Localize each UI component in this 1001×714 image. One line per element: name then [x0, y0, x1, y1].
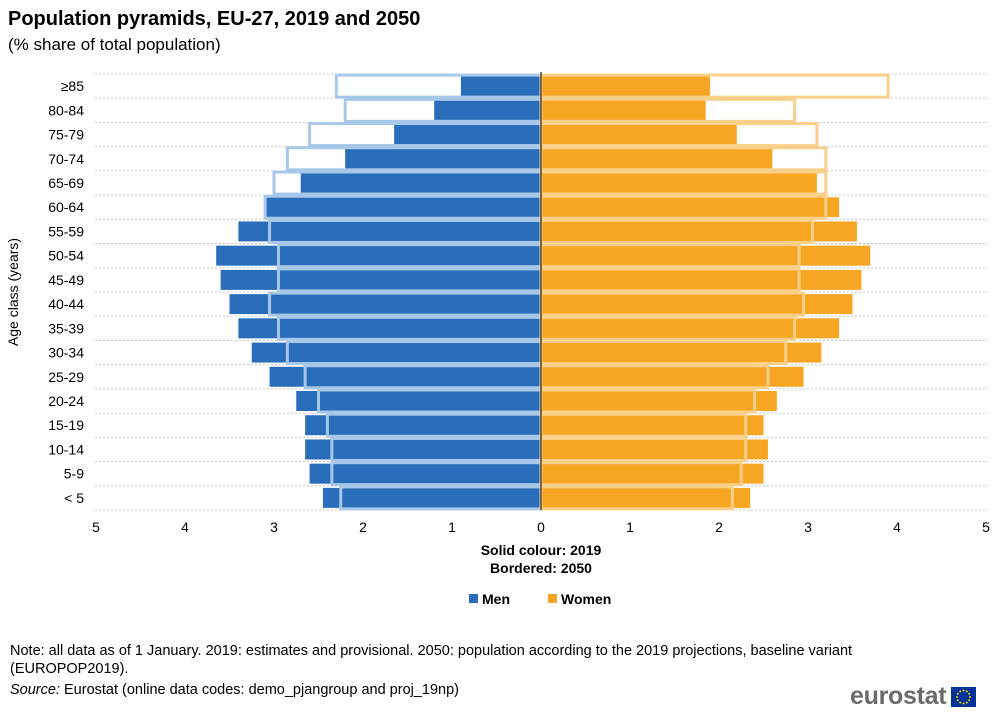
x-tick-label: 1 — [626, 519, 634, 535]
chart-title: Population pyramids, EU-27, 2019 and 205… — [8, 8, 421, 30]
bar-women-2019 — [541, 173, 817, 193]
bar-men-2019 — [345, 148, 541, 169]
category-label: 5-9 — [64, 466, 84, 482]
y-axis-label: Age class (years) — [5, 238, 21, 346]
bar-women-2019 — [541, 148, 773, 169]
bar-men-2019 — [322, 487, 541, 508]
category-label: 35-39 — [48, 320, 84, 336]
bar-women-2019 — [541, 221, 857, 242]
category-label: 75-79 — [48, 127, 84, 143]
chart-note: Note: all data as of 1 January. 2019: es… — [10, 643, 853, 677]
x-tick-label: 4 — [181, 519, 189, 535]
category-label: ≥85 — [61, 78, 84, 94]
bar-men-2019 — [238, 318, 541, 339]
bar-women-2019 — [541, 318, 840, 339]
category-label: < 5 — [64, 490, 84, 506]
category-label: 45-49 — [48, 272, 84, 288]
source-text: Eurostat (online data codes: demo_pjangr… — [64, 682, 460, 698]
bar-men-2019 — [251, 342, 541, 363]
x-tick-label: 2 — [359, 519, 367, 535]
bar-men-2019 — [300, 173, 541, 193]
bar-women-2019 — [541, 294, 853, 315]
x-tick-label: 1 — [448, 519, 456, 535]
logo-text: eurostat — [850, 682, 947, 710]
bar-women-2019 — [541, 415, 764, 436]
legend-swatch-women — [548, 594, 557, 603]
bar-men-2019 — [229, 294, 541, 315]
bar-women-2019 — [541, 245, 871, 266]
x-tick-label: 5 — [982, 519, 990, 535]
category-label: 10-14 — [48, 441, 84, 457]
x-tick-label: 4 — [893, 519, 901, 535]
category-label: 25-29 — [48, 369, 84, 385]
bar-women-2019 — [541, 124, 737, 145]
bar-women-2019 — [541, 100, 706, 121]
bar-women-2019 — [541, 463, 764, 484]
bar-women-2019 — [541, 197, 840, 218]
axis-caption-line: Solid colour: 2019 — [481, 542, 602, 558]
bar-men-2019 — [216, 245, 541, 266]
bar-women-2019 — [541, 391, 777, 411]
category-label: 65-69 — [48, 175, 84, 191]
bar-men-2019 — [460, 76, 541, 97]
category-label: 30-34 — [48, 345, 84, 361]
x-tick-label: 3 — [804, 519, 812, 535]
x-tick-label: 2 — [715, 519, 723, 535]
bar-women-2019 — [541, 487, 751, 508]
bar-women-2019 — [541, 366, 804, 387]
bar-men-2019 — [309, 463, 541, 484]
category-label: 80-84 — [48, 102, 84, 118]
category-label: 15-19 — [48, 417, 84, 433]
axis-caption-line: Bordered: 2050 — [490, 560, 592, 576]
bar-men-2019 — [434, 100, 541, 121]
x-tick-label: 0 — [537, 519, 545, 535]
legend-label-men: Men — [482, 591, 510, 607]
bar-women-2019 — [541, 342, 822, 363]
chart-subtitle: (% share of total population) — [8, 35, 221, 54]
eurostat-logo: eurostat — [850, 682, 977, 711]
x-tick-label: 5 — [92, 519, 100, 535]
chart-source: Source: Eurostat (online data codes: dem… — [10, 682, 459, 698]
bar-men-2019 — [305, 415, 541, 436]
bar-men-2019 — [296, 391, 541, 411]
category-label: 40-44 — [48, 296, 84, 312]
category-label: 20-24 — [48, 393, 84, 409]
bar-women-2019 — [541, 269, 862, 290]
eu-flag-icon — [951, 686, 977, 707]
bar-men-2019 — [265, 197, 541, 218]
category-label: 60-64 — [48, 199, 84, 215]
category-label: 55-59 — [48, 223, 84, 239]
population-pyramid-chart: ≥8580-8475-7970-7465-6960-6455-5950-5445… — [5, 72, 990, 607]
category-label: 70-74 — [48, 151, 84, 167]
legend-label-women: Women — [561, 591, 611, 607]
bar-men-2019 — [220, 269, 541, 290]
x-tick-label: 3 — [270, 519, 278, 535]
bar-men-2019 — [305, 439, 541, 460]
source-label: Source: — [10, 682, 60, 698]
bar-men-2019 — [394, 124, 541, 145]
bar-women-2019 — [541, 439, 768, 460]
bar-men-2019 — [238, 221, 541, 242]
bar-women-2019 — [541, 76, 711, 97]
category-label: 50-54 — [48, 248, 84, 264]
legend-swatch-men — [469, 594, 478, 603]
bar-men-2019 — [269, 366, 541, 387]
